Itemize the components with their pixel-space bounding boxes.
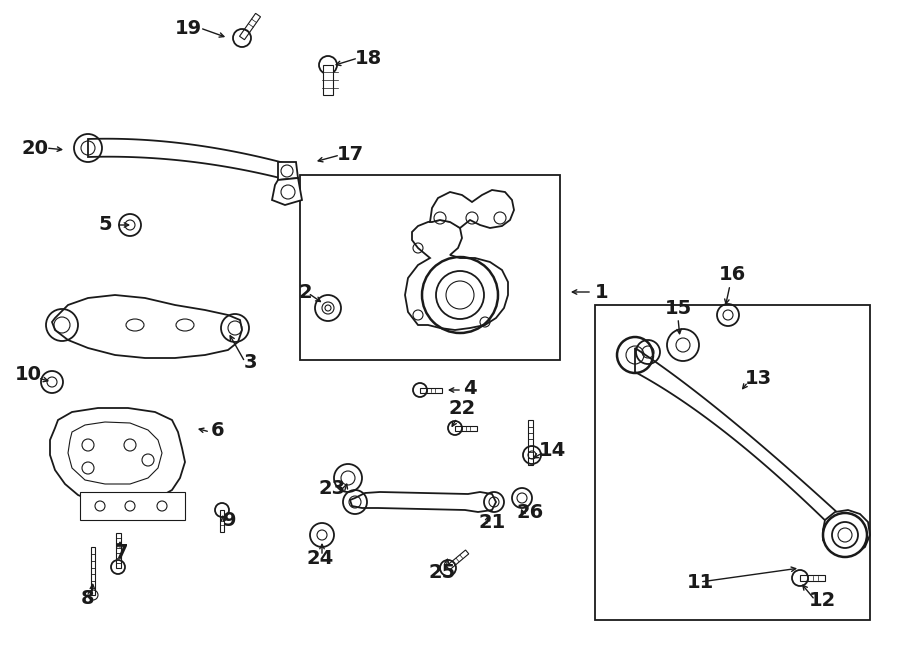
Polygon shape (272, 178, 302, 205)
Text: 23: 23 (319, 479, 346, 498)
Circle shape (823, 513, 867, 557)
Text: 11: 11 (687, 572, 714, 592)
Text: 20: 20 (22, 139, 49, 157)
Polygon shape (527, 420, 533, 465)
Bar (323, 65, 333, 95)
Polygon shape (420, 387, 442, 393)
Text: 9: 9 (223, 510, 237, 529)
Polygon shape (800, 575, 825, 581)
Polygon shape (430, 190, 514, 228)
Polygon shape (405, 220, 508, 330)
Polygon shape (52, 295, 242, 358)
Text: 6: 6 (212, 420, 225, 440)
Bar (300, 175, 560, 360)
Polygon shape (50, 408, 185, 505)
Text: 12: 12 (808, 590, 835, 609)
Text: 15: 15 (664, 299, 691, 317)
Polygon shape (635, 348, 850, 545)
Text: 2: 2 (298, 282, 311, 301)
Text: 13: 13 (744, 368, 771, 387)
Text: 17: 17 (337, 145, 364, 165)
Polygon shape (239, 13, 260, 40)
Polygon shape (823, 510, 870, 555)
Polygon shape (91, 547, 95, 595)
Text: 24: 24 (306, 549, 334, 568)
Text: 10: 10 (14, 366, 41, 385)
Text: 5: 5 (98, 215, 112, 235)
Polygon shape (68, 422, 162, 484)
Polygon shape (88, 139, 288, 180)
Bar (80, 492, 185, 520)
Text: 4: 4 (464, 379, 477, 397)
Text: 16: 16 (718, 266, 745, 284)
Bar (595, 305, 870, 620)
Text: 1: 1 (595, 282, 608, 301)
Polygon shape (278, 162, 298, 180)
Polygon shape (220, 510, 224, 532)
Text: 3: 3 (243, 352, 256, 371)
Text: 26: 26 (517, 502, 544, 522)
Text: 19: 19 (175, 19, 202, 38)
Text: 21: 21 (479, 512, 506, 531)
Polygon shape (350, 492, 496, 512)
Polygon shape (115, 533, 121, 568)
Text: 14: 14 (538, 440, 565, 459)
Text: 25: 25 (428, 563, 455, 582)
Text: 7: 7 (115, 543, 129, 561)
Text: 8: 8 (81, 588, 94, 607)
Polygon shape (446, 550, 469, 570)
Text: 22: 22 (448, 399, 475, 418)
Text: 18: 18 (355, 48, 382, 67)
Polygon shape (455, 426, 477, 430)
